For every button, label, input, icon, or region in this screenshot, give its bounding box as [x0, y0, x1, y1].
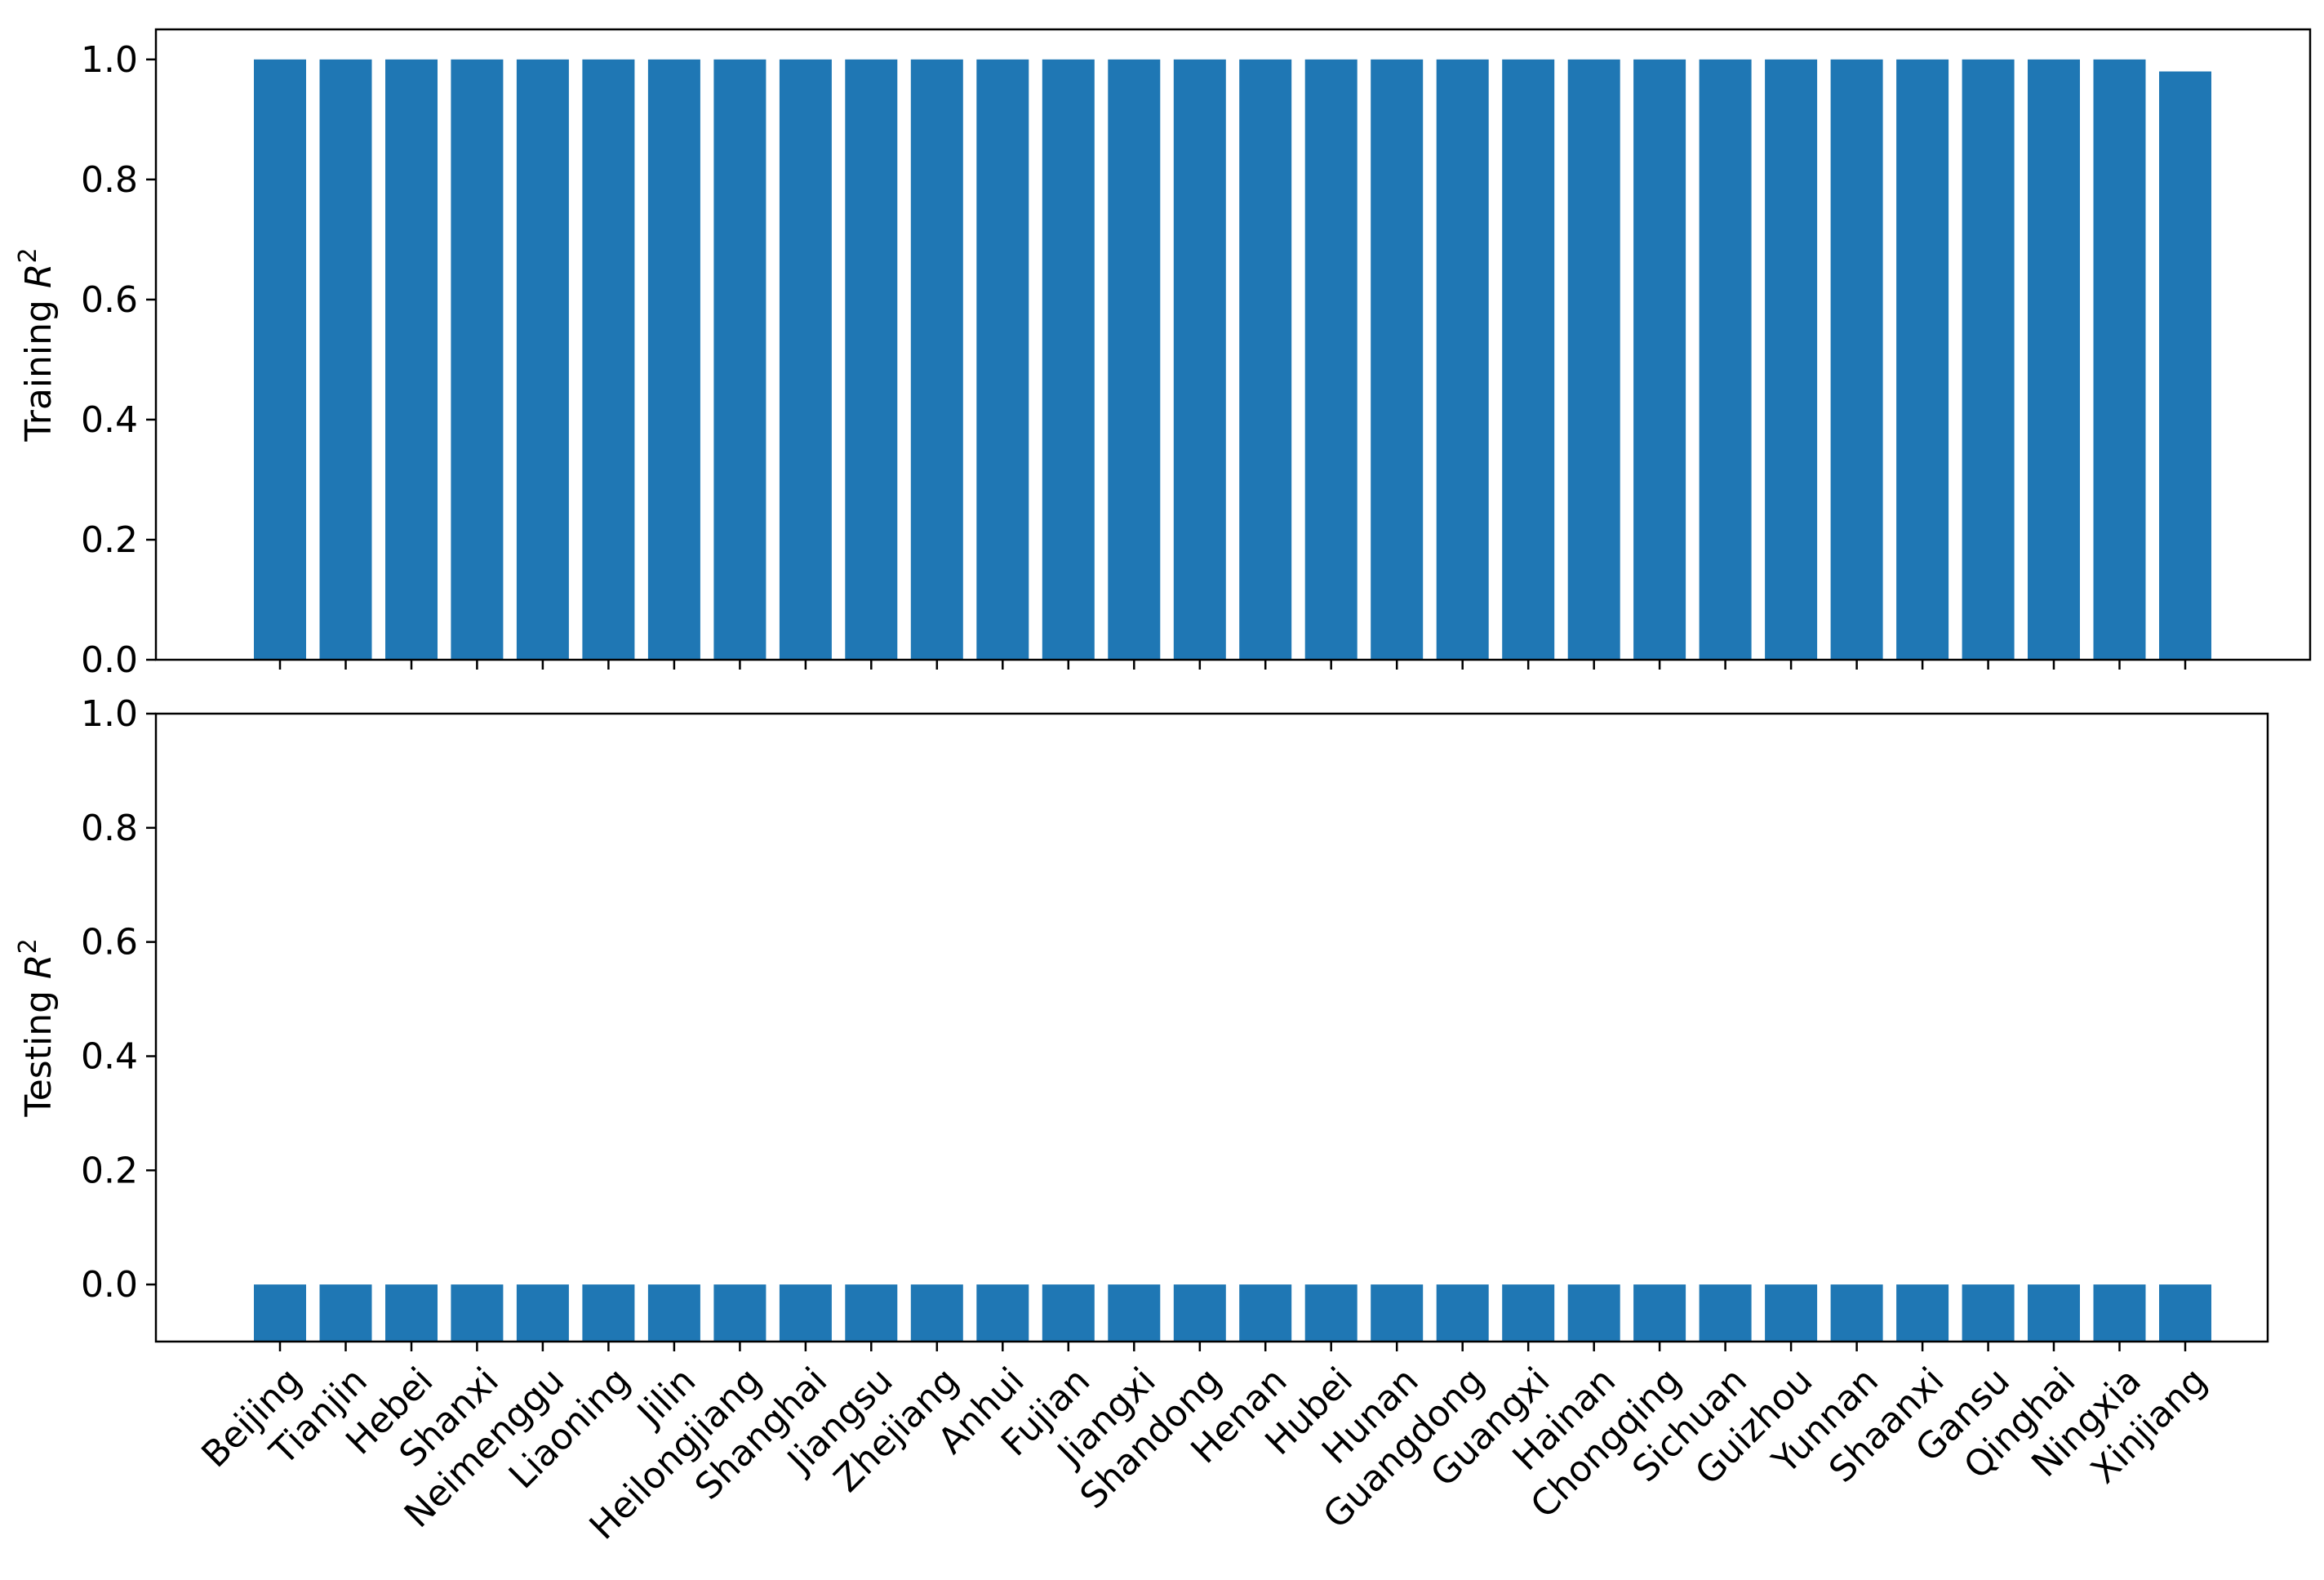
testing-y-tick-label: 0.2: [81, 1150, 138, 1191]
bar-testing-henan: [1239, 1284, 1292, 1342]
testing-y-tick-label: 0.8: [81, 808, 138, 849]
bar-training-hunan: [1371, 59, 1424, 661]
bar-training-heilongjiang: [713, 59, 767, 661]
bar-testing-shanxi: [451, 1284, 504, 1342]
training-y-axis-label-var: R: [18, 263, 60, 288]
bar-testing-heilongjiang: [713, 1284, 767, 1342]
bar-training-jiangxi: [1108, 59, 1161, 661]
bar-testing-tianjin: [319, 1284, 372, 1342]
testing-y-tick-label: 0.4: [81, 1036, 138, 1078]
bar-testing-yunnan: [1830, 1284, 1883, 1342]
bar-training-xinjiang: [2159, 71, 2211, 660]
bar-training-qinghai: [2028, 59, 2080, 661]
bar-testing-guizhou: [1765, 1284, 1818, 1342]
training-y-axis-label: Training R2: [14, 247, 60, 442]
bar-training-jiangsu: [845, 59, 898, 661]
training-panel: 0.0 0.2 0.4 0.6 0.8 1.0 Training R2: [14, 28, 2312, 681]
bar-training-gansu: [1962, 59, 2015, 661]
bar-testing-ningxia: [2093, 1284, 2146, 1342]
testing-y-axis-label-var: R: [18, 954, 60, 979]
bar-training-henan: [1239, 59, 1292, 661]
bar-testing-sichuan: [1699, 1284, 1752, 1342]
training-y-tick-label: 0.8: [81, 159, 138, 201]
bar-training-fujian: [1042, 59, 1095, 661]
bar-training-liaoning: [582, 59, 635, 661]
bar-training-shanxi: [451, 59, 504, 661]
bar-training-beijing: [254, 59, 306, 661]
bar-testing-beijing: [254, 1284, 306, 1342]
training-axes-frame: [154, 28, 2312, 661]
bar-training-guangdong: [1436, 59, 1489, 661]
testing-y-tick-label: 0.0: [81, 1264, 138, 1306]
bar-training-shaanxi: [1896, 59, 1949, 661]
bar-testing-guangdong: [1436, 1284, 1489, 1342]
training-y-tick-label: 0.4: [81, 399, 138, 441]
testing-y-axis-label-sup: 2: [14, 938, 42, 954]
bar-testing-chongqing: [1633, 1284, 1686, 1342]
bar-training-tianjin: [319, 59, 372, 661]
training-y-tick-label: 1.0: [81, 39, 138, 81]
bar-training-neimenggu: [516, 59, 569, 661]
bar-training-shandong: [1173, 59, 1226, 661]
bar-training-ningxia: [2093, 59, 2146, 661]
bar-training-sichuan: [1699, 59, 1752, 661]
bar-training-anhui: [976, 59, 1029, 661]
bar-testing-liaoning: [582, 1284, 635, 1342]
bar-testing-gansu: [1962, 1284, 2015, 1342]
bar-testing-hunan: [1371, 1284, 1424, 1342]
bar-training-guizhou: [1765, 59, 1818, 661]
bar-training-shanghai: [779, 59, 832, 661]
testing-y-axis-label-text: Testing: [18, 979, 60, 1118]
training-y-axis-label-sup: 2: [14, 247, 42, 263]
bar-testing-hubei: [1304, 1284, 1358, 1342]
testing-panel: 0.00.20.40.60.81.0BeijingTianjinHebeiSha…: [14, 693, 2269, 1548]
bar-training-jilin: [647, 59, 700, 661]
training-y-tick-label: 0.2: [81, 519, 138, 561]
bar-testing-jiangxi: [1108, 1284, 1161, 1342]
bar-testing-fujian: [1042, 1284, 1095, 1342]
bar-testing-qinghai: [2028, 1284, 2080, 1342]
bar-training-yunnan: [1830, 59, 1883, 661]
bar-testing-jiangsu: [845, 1284, 898, 1342]
bar-testing-jilin: [647, 1284, 700, 1342]
bar-training-hubei: [1304, 59, 1358, 661]
bar-training-hebei: [385, 59, 438, 661]
testing-y-tick-label: 1.0: [81, 693, 138, 735]
bar-training-guangxi: [1502, 59, 1555, 661]
training-y-axis-label-text: Training: [18, 288, 60, 443]
bar-testing-zhejiang: [910, 1284, 963, 1342]
bar-testing-neimenggu: [516, 1284, 569, 1342]
bar-testing-hebei: [385, 1284, 438, 1342]
training-y-tick-label: 0.6: [81, 279, 138, 321]
bar-testing-shanghai: [779, 1284, 832, 1342]
training-y-tick-label: 0.0: [81, 639, 138, 681]
bar-testing-hainan: [1567, 1284, 1620, 1342]
bar-training-zhejiang: [910, 59, 963, 661]
bar-testing-shandong: [1173, 1284, 1226, 1342]
bar-testing-xinjiang: [2159, 1284, 2211, 1342]
testing-y-axis-label: Testing R2: [14, 938, 60, 1117]
bar-training-chongqing: [1633, 59, 1686, 661]
testing-y-tick-label: 0.6: [81, 922, 138, 964]
bar-testing-guangxi: [1502, 1284, 1555, 1342]
bar-testing-shaanxi: [1896, 1284, 1949, 1342]
bar-training-hainan: [1567, 59, 1620, 661]
bar-testing-anhui: [976, 1284, 1029, 1342]
testing-axes-frame: [154, 712, 2269, 1343]
